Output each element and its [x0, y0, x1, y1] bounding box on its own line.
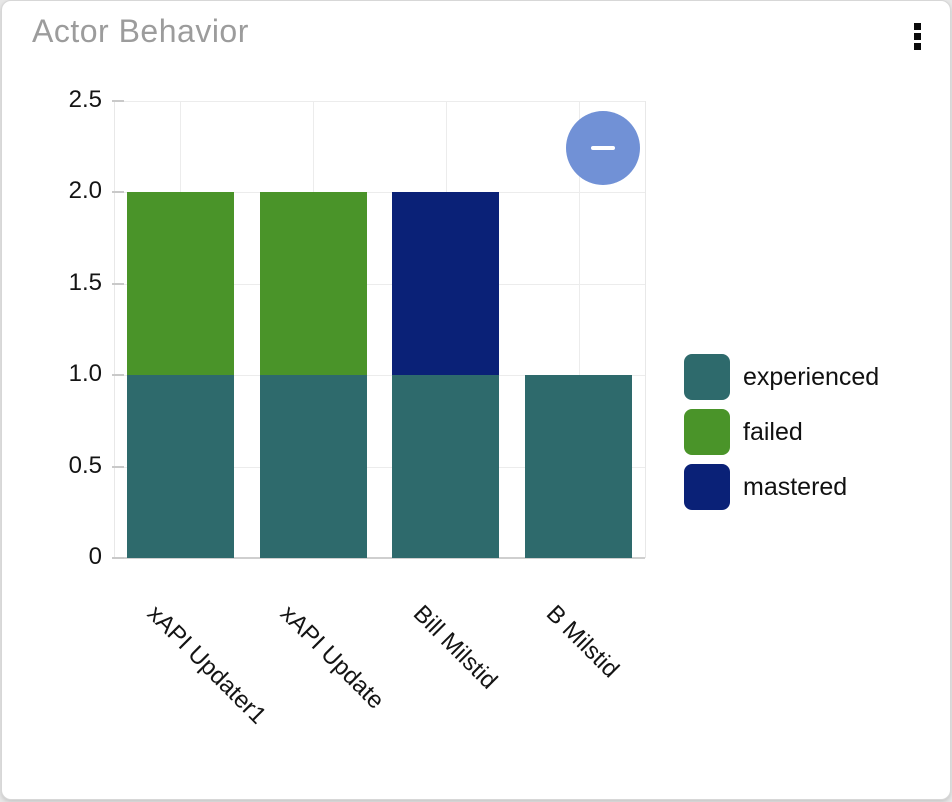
card-title: Actor Behavior — [32, 13, 249, 49]
x-axis-baseline — [114, 557, 645, 559]
bar-segment-experienced[interactable] — [525, 375, 633, 558]
legend-item-failed[interactable]: failed — [684, 409, 879, 455]
legend-label: mastered — [743, 472, 848, 501]
y-tick — [112, 465, 124, 468]
x-axis-label: xAPI Updater1 — [142, 600, 272, 730]
bar-segment-failed[interactable] — [259, 192, 367, 376]
y-axis-label: 2.5 — [68, 85, 102, 113]
kebab-vertical-icon[interactable] — [914, 23, 922, 51]
legend-label: experienced — [743, 362, 880, 391]
legend-label: failed — [743, 417, 803, 446]
bar-segment-experienced[interactable] — [126, 375, 234, 558]
bar-segment-experienced[interactable] — [392, 375, 500, 558]
y-tick — [112, 100, 124, 102]
minus-icon — [591, 146, 615, 150]
bar-segment-failed[interactable] — [126, 192, 234, 376]
y-axis-label: 2.0 — [68, 177, 102, 205]
y-tick — [112, 282, 124, 285]
zoom-out-button[interactable] — [566, 111, 640, 185]
bar-segment-mastered[interactable] — [392, 192, 500, 376]
x-axis-label: Bill Milstid — [407, 600, 503, 695]
y-gridline — [114, 375, 645, 377]
y-gridline — [114, 283, 645, 285]
y-gridline — [114, 192, 645, 194]
plot-right-edge — [645, 101, 646, 558]
y-axis-label: 0.5 — [68, 451, 102, 479]
x-axis-label: B Milstid — [540, 600, 624, 684]
y-tick — [112, 374, 124, 377]
legend-swatch — [684, 354, 730, 400]
legend-swatch — [684, 409, 730, 455]
x-gridline — [578, 101, 580, 558]
legend-item-experienced[interactable]: experienced — [684, 354, 879, 400]
y-axis-label: 0 — [88, 542, 102, 570]
x-axis-label: xAPI Update — [275, 600, 390, 715]
y-tick — [112, 191, 124, 194]
legend-swatch — [684, 464, 730, 510]
y-gridline — [114, 101, 645, 102]
chart-legend: experienced failed mastered — [684, 354, 879, 519]
y-gridline — [114, 466, 645, 468]
y-tick — [112, 557, 124, 559]
plot-left-edge — [114, 101, 115, 558]
y-axis-label: 1.0 — [68, 360, 102, 388]
bar-segment-experienced[interactable] — [259, 375, 367, 558]
legend-item-mastered[interactable]: mastered — [684, 464, 879, 510]
y-axis-label: 1.5 — [68, 268, 102, 296]
